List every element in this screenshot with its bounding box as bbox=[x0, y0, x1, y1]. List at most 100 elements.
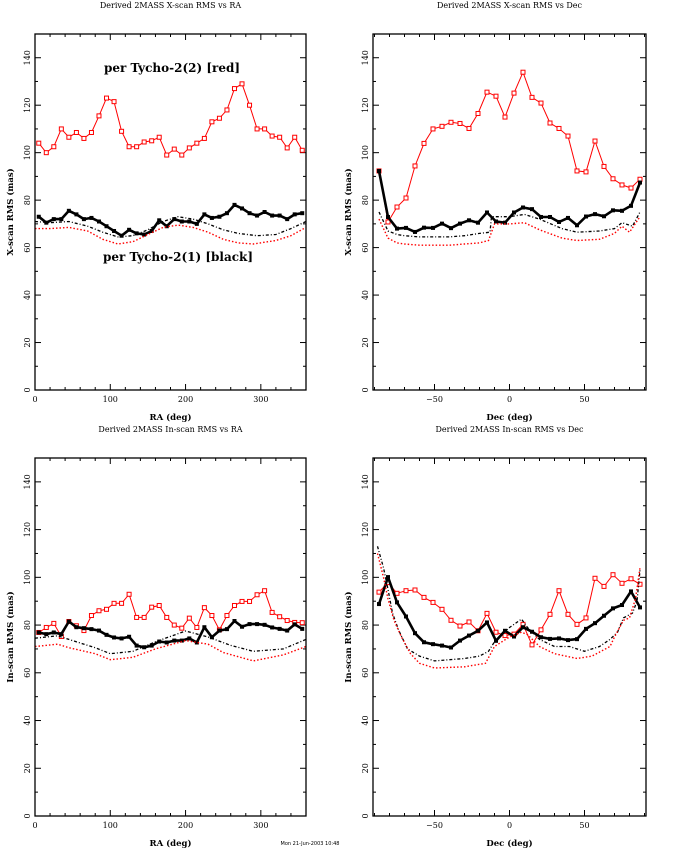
data-point-red bbox=[610, 572, 616, 578]
x-tick-label: 0 bbox=[32, 395, 37, 404]
data-point-black bbox=[44, 632, 49, 637]
footer-timestamp: Mon 21-Jun-2003 10:48 bbox=[281, 841, 340, 847]
data-point-black bbox=[503, 220, 507, 225]
data-point-black bbox=[232, 202, 237, 207]
data-point-black bbox=[593, 212, 597, 217]
y-tick-label: 140 bbox=[361, 474, 370, 489]
data-point-black bbox=[602, 214, 606, 219]
data-point-red bbox=[51, 620, 57, 626]
data-point-red bbox=[119, 128, 125, 134]
data-point-red bbox=[164, 614, 170, 620]
y-tick-label: 0 bbox=[23, 813, 32, 818]
data-point-black bbox=[194, 221, 199, 226]
data-point-black bbox=[74, 625, 79, 630]
data-point-black bbox=[270, 625, 275, 630]
data-point-red bbox=[104, 95, 110, 101]
data-point-black bbox=[89, 215, 94, 220]
data-point-black bbox=[449, 645, 453, 650]
data-point-black bbox=[81, 217, 86, 222]
data-point-red bbox=[457, 623, 463, 629]
data-point-red bbox=[134, 614, 140, 620]
data-point-red bbox=[194, 140, 200, 146]
data-point-black bbox=[119, 233, 124, 238]
plot-frame bbox=[34, 33, 307, 391]
data-point-red bbox=[277, 134, 283, 140]
model-curve-black bbox=[34, 216, 307, 238]
data-point-black bbox=[575, 223, 579, 228]
data-point-black bbox=[224, 627, 229, 632]
data-point-red bbox=[502, 114, 508, 120]
data-point-black bbox=[262, 210, 267, 214]
data-point-red bbox=[81, 135, 87, 141]
data-point-black bbox=[422, 640, 426, 645]
data-point-black bbox=[413, 631, 417, 636]
x-tick-label: 0 bbox=[32, 821, 37, 830]
y-tick-label: 140 bbox=[361, 50, 370, 65]
data-point-red bbox=[430, 599, 436, 605]
data-point-black bbox=[292, 212, 297, 217]
data-point-black bbox=[440, 643, 444, 648]
data-point-red bbox=[43, 150, 49, 156]
y-tick-label: 0 bbox=[361, 813, 370, 818]
y-tick-label: 40 bbox=[361, 290, 370, 300]
y-tick-label: 60 bbox=[361, 668, 370, 678]
data-point-red bbox=[262, 126, 268, 132]
data-point-red bbox=[194, 624, 200, 630]
data-point-red bbox=[556, 125, 562, 131]
data-point-black bbox=[66, 208, 71, 213]
x-axis-label: Dec (deg) bbox=[486, 412, 532, 423]
data-point-red bbox=[538, 100, 544, 106]
data-point-red bbox=[156, 134, 162, 140]
data-point-black bbox=[51, 630, 56, 635]
data-point-black bbox=[521, 625, 525, 630]
data-point-red bbox=[556, 588, 562, 594]
data-point-red bbox=[126, 591, 132, 597]
data-point-black bbox=[395, 226, 399, 231]
y-tick-label: 20 bbox=[23, 337, 32, 347]
data-point-red bbox=[475, 111, 481, 117]
data-point-black bbox=[149, 228, 154, 233]
data-point-red bbox=[231, 86, 237, 92]
series-line-black bbox=[37, 203, 303, 237]
data-point-black bbox=[431, 225, 435, 230]
data-point-black bbox=[285, 628, 290, 633]
y-tick-label: 140 bbox=[23, 474, 32, 489]
data-point-black bbox=[157, 218, 162, 223]
y-tick-label: 120 bbox=[23, 522, 32, 537]
data-point-black bbox=[255, 213, 260, 218]
data-point-black bbox=[620, 208, 624, 213]
y-tick-label: 0 bbox=[23, 387, 32, 392]
data-point-black bbox=[127, 634, 132, 639]
data-point-red bbox=[171, 146, 177, 152]
annotation: per Tycho-2(2) [red] bbox=[104, 61, 240, 75]
y-tick-label: 100 bbox=[361, 570, 370, 585]
data-point-red bbox=[88, 129, 94, 135]
data-point-red bbox=[628, 576, 634, 582]
data-point-black bbox=[300, 626, 305, 631]
data-point-black bbox=[292, 622, 297, 627]
data-point-black bbox=[187, 219, 192, 224]
y-tick-label: 120 bbox=[23, 98, 32, 113]
data-point-black bbox=[629, 203, 633, 208]
y-axis-label: X-scan RMS (mas) bbox=[343, 168, 354, 255]
data-point-red bbox=[412, 163, 418, 169]
panels: Derived 2MASS X-scan RMS vs RA0 100 200 300… bbox=[5, 1, 647, 849]
data-point-black bbox=[134, 643, 139, 648]
data-point-black bbox=[217, 628, 222, 633]
data-point-black bbox=[467, 218, 471, 223]
data-point-red bbox=[104, 606, 110, 612]
y-axis-label: In-scan RMS (mas) bbox=[343, 591, 354, 682]
data-point-red bbox=[376, 589, 382, 595]
data-point-black bbox=[44, 220, 49, 225]
data-point-black bbox=[566, 215, 570, 220]
data-point-red bbox=[201, 605, 207, 611]
data-point-red bbox=[592, 138, 598, 144]
data-point-black bbox=[557, 219, 561, 224]
data-point-red bbox=[88, 613, 94, 619]
data-point-red bbox=[439, 606, 445, 612]
data-point-black bbox=[59, 632, 64, 637]
data-point-red bbox=[466, 619, 472, 625]
data-point-red bbox=[394, 204, 400, 210]
y-tick-label: 40 bbox=[23, 715, 32, 725]
